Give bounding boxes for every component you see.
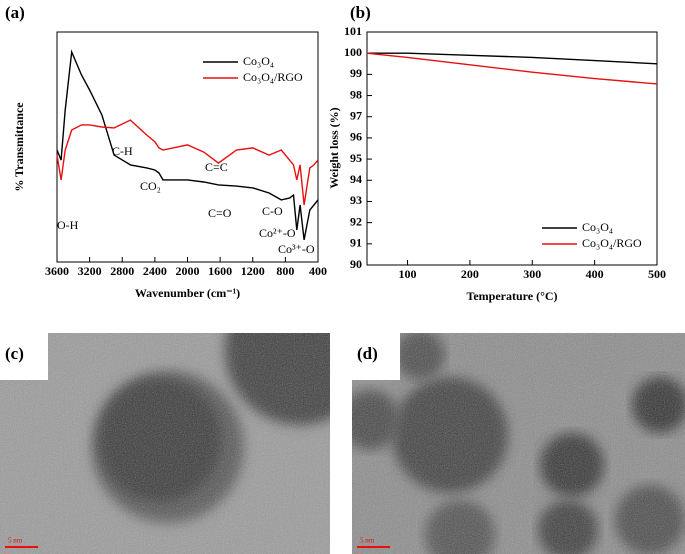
x-tick-label: 1600 xyxy=(208,264,232,278)
legend-label: Co₃O₄/RGO xyxy=(243,70,303,84)
plot-frame xyxy=(366,31,658,266)
x-tick-label: 2400 xyxy=(143,264,167,278)
annotation: C-O xyxy=(262,204,283,218)
y-tick-label: 91 xyxy=(350,236,362,250)
x-tick-label: 3200 xyxy=(78,264,102,278)
y-tick-label: 94 xyxy=(350,172,362,186)
annotation: C=O xyxy=(208,206,232,220)
annotation: C-H xyxy=(112,144,133,158)
y-tick-label: 96 xyxy=(350,130,362,144)
scale-bar-label: 5 nm xyxy=(8,537,23,545)
y-tick-label: 95 xyxy=(350,151,362,165)
tem-image-c xyxy=(0,333,330,554)
annotation: CO₂ xyxy=(140,179,161,193)
x-tick-label: 2000 xyxy=(176,264,200,278)
x-tick-label: 3600 xyxy=(45,264,69,278)
series-line xyxy=(367,52,658,65)
panel-label: (b) xyxy=(350,3,371,22)
series-line xyxy=(366,52,658,85)
annotation: C=C xyxy=(205,160,228,174)
y-tick-label: 93 xyxy=(350,193,362,207)
x-tick-label: 2800 xyxy=(110,264,134,278)
y-tick-label: 99 xyxy=(350,66,362,80)
y-axis-label: Weight loss (%) xyxy=(327,107,341,188)
x-tick-label: 400 xyxy=(586,267,604,281)
x-axis-label: Temperature (°C) xyxy=(466,289,557,303)
annotation: O-H xyxy=(57,218,79,232)
panel-label: (d) xyxy=(357,344,378,363)
scale-bar-label: 5 nm xyxy=(360,537,375,545)
y-tick-label: 100 xyxy=(344,45,362,59)
y-tick-label: 97 xyxy=(350,108,362,122)
legend-label: Co₃O₄ xyxy=(582,220,613,234)
x-tick-label: 100 xyxy=(399,267,417,281)
y-tick-label: 98 xyxy=(350,87,362,101)
series-line xyxy=(56,49,319,241)
x-tick-label: 1200 xyxy=(241,264,265,278)
x-tick-label: 200 xyxy=(461,267,479,281)
legend-label: Co₃O₄ xyxy=(243,54,274,68)
annotation: Co²⁺-O xyxy=(259,226,296,240)
panel-label: (c) xyxy=(5,344,24,363)
x-tick-label: 400 xyxy=(309,264,327,278)
series-line xyxy=(56,119,319,206)
y-axis-label: % Transmittance xyxy=(12,102,26,192)
y-tick-label: 92 xyxy=(350,214,362,228)
panel-label: (a) xyxy=(5,3,25,22)
y-tick-label: 90 xyxy=(350,257,362,271)
x-tick-label: 500 xyxy=(648,267,666,281)
tem-image-d xyxy=(352,333,685,554)
y-tick-label: 101 xyxy=(344,24,362,38)
annotation: Co³⁺-O xyxy=(278,242,315,256)
x-axis-label: Wavenumber (cm⁻¹) xyxy=(135,286,240,300)
legend-label: Co₃O₄/RGO xyxy=(582,236,642,250)
x-tick-label: 300 xyxy=(523,267,541,281)
x-tick-label: 800 xyxy=(276,264,294,278)
